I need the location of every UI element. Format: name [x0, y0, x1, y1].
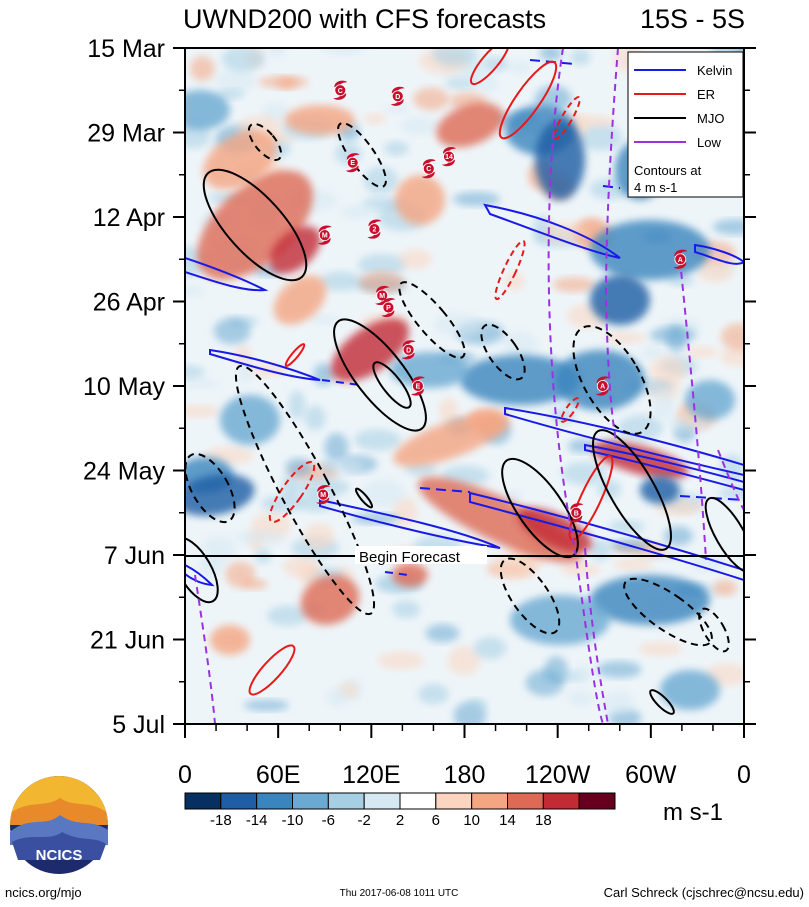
y-tick-label: 5 Jul — [112, 711, 165, 739]
chart-region: 15S - 5S — [640, 4, 745, 34]
cyclone-id: M — [320, 492, 326, 499]
colorbar-units: m s-1 — [663, 799, 723, 826]
cyclone-marker: B — [569, 503, 584, 523]
cyclone-id: C — [338, 88, 343, 95]
cyclone-id: E — [350, 160, 355, 167]
colorbar-label: 18 — [535, 812, 552, 829]
x-tick-label: 60E — [256, 761, 300, 789]
cyclone-marker: M — [317, 225, 332, 245]
y-tick-label: 29 Mar — [87, 120, 165, 148]
colorbar-label: -2 — [357, 812, 370, 829]
cyclone-id: E — [416, 384, 421, 391]
forecast-label-bg — [355, 546, 487, 564]
y-tick-label: 10 May — [83, 373, 165, 401]
colorbar-swatch — [578, 792, 616, 810]
cyclone-id: P — [386, 305, 391, 312]
cyclone-id: C — [426, 166, 431, 173]
x-tick-label: 120W — [525, 761, 591, 789]
x-tick-label: 120E — [342, 761, 400, 789]
colorbar-label: -6 — [322, 812, 335, 829]
colorbar-swatch — [471, 792, 508, 810]
mjo-contours — [185, 122, 744, 715]
y-tick-label: 24 May — [83, 458, 165, 486]
colorbar-swatch — [542, 792, 580, 810]
cyclone-id: M — [322, 233, 328, 240]
colorbar-label: 10 — [463, 812, 480, 829]
legend-note-line1: Contours at — [634, 163, 702, 178]
colorbar-swatch — [327, 792, 365, 810]
legend-label: ER — [697, 87, 715, 102]
x-tick-label: 180 — [444, 761, 486, 789]
cyclone-marker: E — [410, 376, 425, 396]
colorbar-label: -10 — [282, 812, 304, 829]
cyclone-marker: A — [673, 249, 688, 269]
chart-title: UWND200 with CFS forecasts — [183, 4, 546, 34]
footer-author: Carl Schreck (cjschrec@ncsu.edu) — [604, 885, 804, 900]
begin-forecast-label: Begin Forecast — [359, 549, 461, 566]
cyclone-id: A — [678, 257, 683, 264]
colorbar-swatch — [399, 792, 437, 810]
cyclone-id: B — [574, 510, 579, 517]
legend-label: MJO — [697, 111, 724, 126]
y-tick-label: 26 Apr — [93, 289, 165, 317]
legend: Kelvin ER MJO Low Contours at 4 m s-1 — [627, 51, 744, 198]
ncics-logo: NCICS — [10, 776, 108, 874]
y-tick-label: 15 Mar — [87, 35, 165, 63]
y-tick-label: 21 Jun — [90, 627, 165, 655]
footer-left: ncics.org/mjo — [5, 885, 82, 900]
x-tick-label: 60W — [625, 761, 677, 789]
colorbar-swatch — [507, 792, 544, 810]
cyclone-marker: D — [401, 340, 416, 360]
cyclone-marker: P — [381, 297, 396, 318]
legend-label: Low — [697, 135, 721, 150]
x-axis: 0 60E 120E 180 120W 60W 0 — [178, 724, 751, 789]
cyclone-id: 14 — [445, 154, 453, 161]
legend-label: Kelvin — [697, 63, 732, 78]
colorbar-swatch — [292, 792, 329, 810]
colorbar-swatch — [435, 792, 473, 810]
cyclone-marker: C — [333, 80, 348, 100]
x-tick-label: 0 — [178, 761, 192, 789]
logo-text: NCICS — [36, 847, 83, 864]
cyclone-marker: 14 — [441, 147, 456, 167]
y-tick-label: 12 Apr — [93, 204, 165, 232]
er-contours — [248, 48, 614, 696]
y-tick-label: 7 Jun — [104, 542, 165, 570]
footer-timestamp: Thu 2017-06-08 1011 UTC — [340, 888, 459, 899]
cyclone-id: M — [379, 293, 385, 300]
cyclone-marker: C — [421, 159, 436, 179]
colorbar-swatch — [184, 792, 222, 810]
colorbar-label: 14 — [499, 812, 516, 829]
wave-contours — [185, 48, 744, 724]
cyclone-marker: M — [316, 485, 331, 505]
colorbar-swatch — [256, 792, 293, 810]
colorbar: -18 -14 -10 -6 -2 2 6 10 14 18 — [184, 792, 616, 829]
cyclone-id: D — [395, 94, 400, 101]
colorbar-label: 6 — [432, 812, 440, 829]
colorbar-label: 2 — [396, 812, 404, 829]
legend-note-line2: 4 m s-1 — [634, 180, 677, 195]
y-axis: 15 Mar 29 Mar 12 Apr 26 Apr 10 May 24 May 7 Ju… — [83, 35, 756, 739]
colorbar-label: -18 — [210, 812, 232, 829]
cyclone-id: D — [406, 347, 411, 354]
colorbar-swatch — [363, 792, 401, 810]
cyclone-marker: A — [595, 376, 610, 396]
colorbar-label: -14 — [246, 812, 268, 829]
cyclone-marker: D — [390, 86, 405, 106]
cyclone-marker: E — [345, 153, 360, 173]
low-contours — [194, 48, 744, 724]
cyclone-id: 2 — [372, 227, 376, 234]
cyclone-marker: 2 — [367, 219, 382, 239]
cyclone-id: A — [600, 384, 605, 391]
x-tick-label: 0 — [737, 761, 751, 789]
colorbar-swatch — [220, 792, 258, 810]
